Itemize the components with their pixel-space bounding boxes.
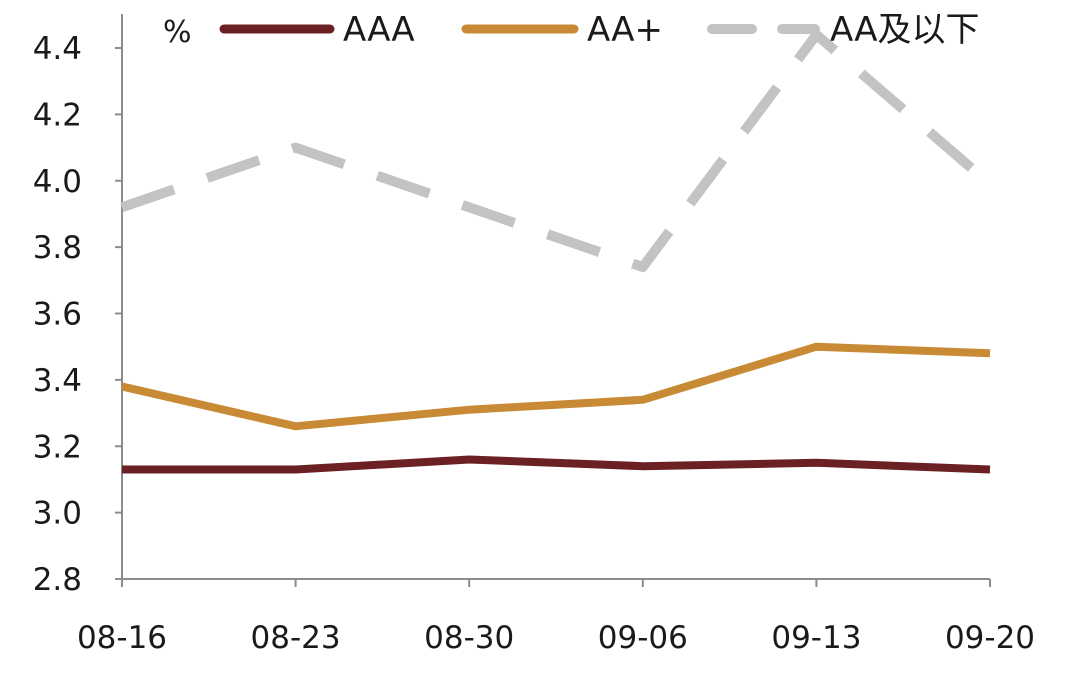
series-line-2: [121, 342, 991, 431]
series-line-1: [122, 455, 991, 474]
axes: 2.8 3.0 3.2 3.4 3.6 3.8 4.0 4.2 4.4 08-16 08-23 08-…: [33, 14, 1035, 656]
y-tick-label: 4.4: [33, 31, 82, 67]
y-tick-label: 3.0: [33, 496, 82, 532]
y-tick-label: 3.4: [33, 363, 82, 399]
x-tick-label: 09-20: [945, 620, 1035, 656]
legend-label-3: AA及以下: [830, 10, 979, 50]
series-line-3: [120, 29, 994, 272]
y-tick-label: 4.0: [33, 164, 82, 200]
unit-label: %: [163, 15, 192, 50]
y-tick-label: 3.6: [33, 297, 82, 333]
y-tick-label: 2.8: [33, 562, 82, 598]
legend: AAA AA+ AA及以下: [219, 10, 979, 50]
series-layer: [120, 29, 994, 474]
x-tick-label: 08-16: [77, 620, 167, 656]
y-tick-label: 4.2: [33, 97, 82, 133]
x-tick-label: 08-30: [424, 620, 514, 656]
x-tick-label: 09-13: [771, 620, 861, 656]
x-tick-label: 09-06: [598, 620, 688, 656]
y-tick-label: 3.8: [33, 230, 82, 266]
x-tick-label: 08-23: [251, 620, 341, 656]
legend-label-2: AA+: [587, 10, 663, 50]
legend-label-1: AAA: [343, 10, 415, 50]
y-tick-label: 3.2: [33, 429, 82, 465]
